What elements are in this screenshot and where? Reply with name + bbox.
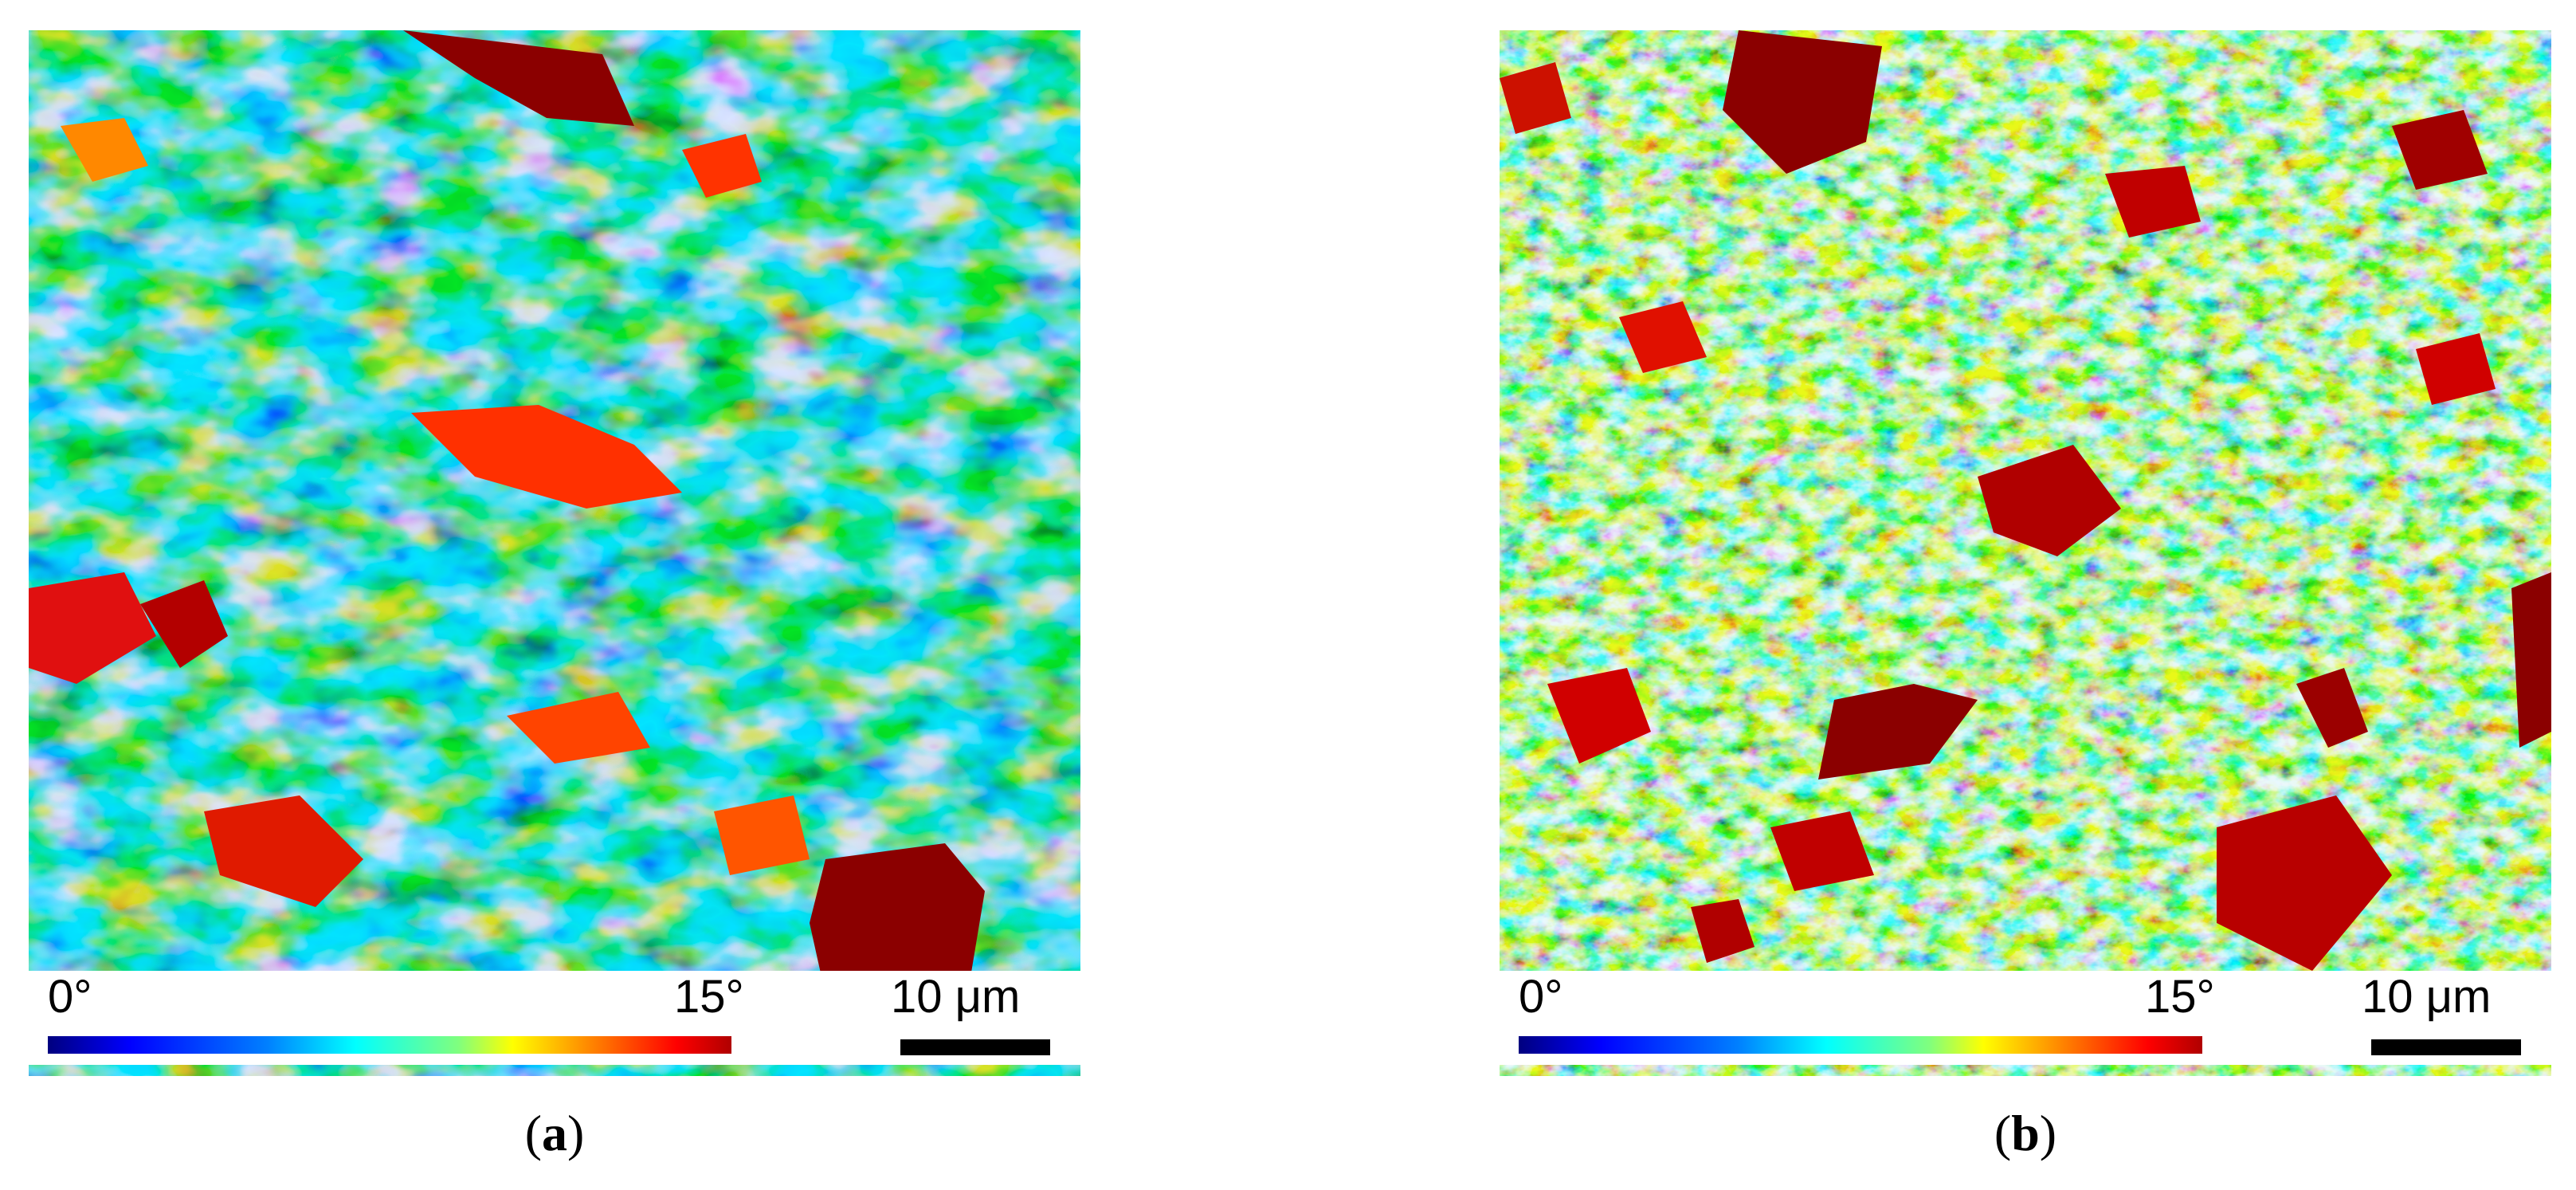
caption-b: (b) <box>1994 1105 2057 1161</box>
scale-bar-label-b: 10 μm <box>2362 971 2492 1023</box>
scale-bar-a <box>900 1039 1050 1055</box>
colorbar-max-label-a: 15° <box>674 971 744 1023</box>
legend-a: 0° 15° 10 μm <box>29 971 1080 1065</box>
colorbar-b <box>1519 1036 2202 1054</box>
colorbar-a <box>48 1036 731 1054</box>
colorbar-max-label-b: 15° <box>2145 971 2215 1023</box>
misorientation-map-panel-b: 0° 15° 10 μm <box>1500 30 2551 1076</box>
caption-letter-b: b <box>2011 1105 2040 1161</box>
caption-letter-a: a <box>542 1105 567 1161</box>
high-misorientation-grains-a <box>29 30 985 995</box>
scale-bar-b <box>2371 1039 2521 1055</box>
colorbar-min-label-a: 0° <box>48 971 92 1023</box>
high-misorientation-grains-b <box>1500 30 2551 971</box>
misorientation-map-b <box>1500 30 2551 1076</box>
caption-a: (a) <box>524 1105 585 1161</box>
colorbar-min-label-b: 0° <box>1519 971 1563 1023</box>
scale-bar-label-a: 10 μm <box>891 971 1021 1023</box>
misorientation-map-a <box>29 30 1080 1076</box>
misorientation-map-panel-a: 0° 15° 10 μm <box>29 30 1080 1076</box>
legend-b: 0° 15° 10 μm <box>1500 971 2551 1065</box>
